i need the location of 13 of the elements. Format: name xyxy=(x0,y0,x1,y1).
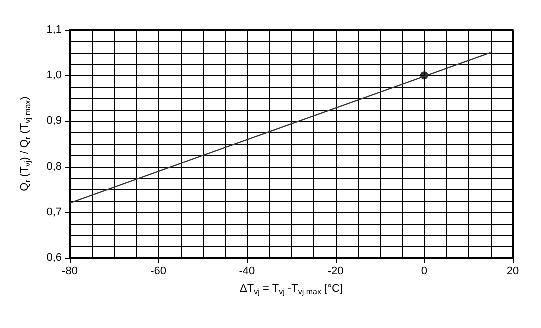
x-tick-label: 0 xyxy=(421,266,428,278)
y-tick-label: 0,8 xyxy=(46,160,62,173)
y-tick-label: 1,0 xyxy=(46,70,62,82)
x-tick-label: -40 xyxy=(239,266,256,278)
y-tick-label: 0,6 xyxy=(46,252,62,264)
y-tick-label: 0,7 xyxy=(46,206,62,218)
x-tick-label: -20 xyxy=(328,266,344,278)
y-tick-label: 1,1 xyxy=(46,24,62,36)
y-tick-label: 0,9 xyxy=(46,115,62,128)
x-tick-label: -60 xyxy=(150,266,167,278)
x-tick-label: 20 xyxy=(506,266,520,278)
text: Qr (Tvj) / Qr (Tvj max) xyxy=(19,96,32,192)
x-tick-label: -80 xyxy=(62,266,78,278)
